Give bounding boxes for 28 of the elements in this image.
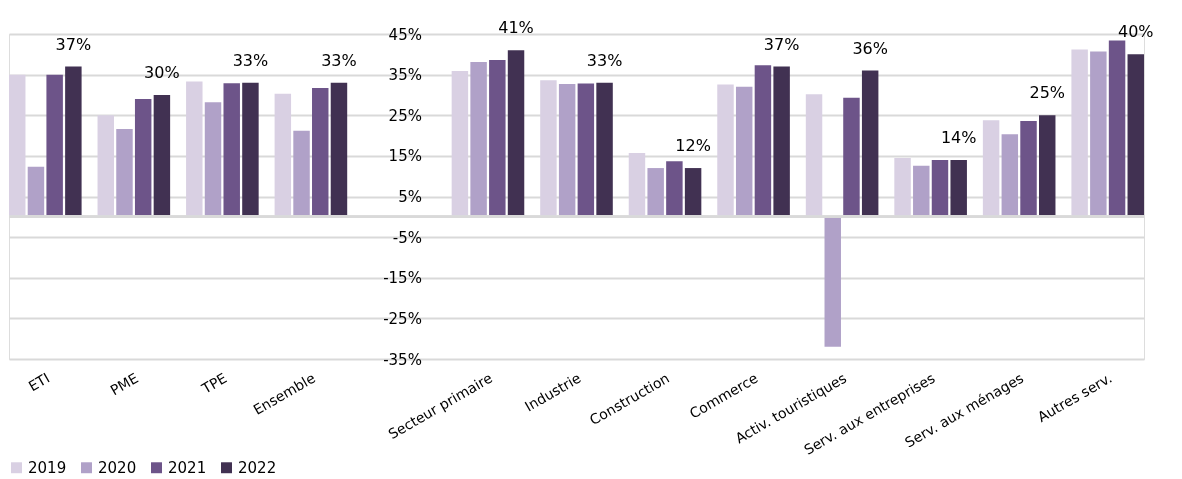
data-label: 41%	[498, 18, 534, 38]
y-tick-label: 25%	[388, 106, 422, 125]
data-label: 37%	[55, 34, 92, 54]
y-tick-label: 15%	[388, 147, 422, 166]
data-label: 33%	[586, 50, 623, 70]
data-label: 33%	[232, 50, 269, 70]
x-tick-label: TPE	[198, 369, 230, 398]
data-label: 40%	[1117, 22, 1154, 42]
x-tick-label: ETI	[25, 369, 53, 395]
legend-label: 2019	[28, 458, 67, 477]
y-tick-label: 5%	[398, 188, 422, 206]
legend-label: 2022	[238, 458, 277, 477]
y-tick-label: 45%	[388, 25, 422, 44]
legend-label: 2020	[98, 458, 137, 477]
data-label: 14%	[940, 127, 977, 147]
y-tick-label: -35%	[383, 350, 422, 369]
data-label: 37%	[763, 34, 800, 54]
data-label: 33%	[321, 50, 357, 70]
data-label: 25%	[1029, 83, 1066, 103]
x-tick-label: PME	[107, 369, 141, 399]
data-label: 12%	[675, 136, 711, 156]
y-tick-label: -25%	[383, 309, 422, 328]
y-tick-label: -5%	[392, 228, 422, 247]
legend-label: 2021	[168, 458, 207, 477]
data-label: 30%	[144, 62, 180, 82]
data-label: 36%	[852, 38, 888, 58]
y-tick-label: -15%	[383, 269, 422, 288]
y-tick-label: 35%	[388, 66, 422, 85]
